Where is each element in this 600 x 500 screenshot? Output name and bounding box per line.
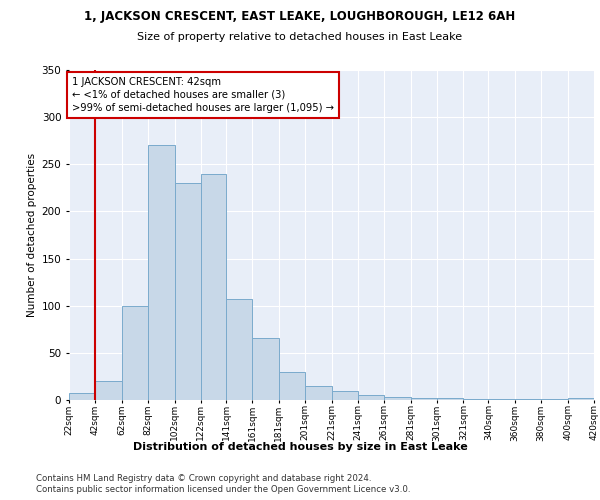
Bar	[515, 399, 541, 400]
Bar	[279, 372, 305, 400]
Bar	[568, 398, 594, 400]
Bar	[463, 399, 488, 400]
Bar	[488, 399, 515, 400]
Bar	[95, 381, 122, 400]
Text: 1 JACKSON CRESCENT: 42sqm
← <1% of detached houses are smaller (3)
>99% of semi-: 1 JACKSON CRESCENT: 42sqm ← <1% of detac…	[71, 76, 334, 113]
Bar	[410, 398, 437, 400]
Y-axis label: Number of detached properties: Number of detached properties	[28, 153, 37, 317]
Bar	[226, 299, 253, 400]
Bar	[384, 397, 410, 400]
Bar	[122, 306, 148, 400]
Bar	[437, 398, 463, 400]
Text: Contains public sector information licensed under the Open Government Licence v3: Contains public sector information licen…	[36, 485, 410, 494]
Bar	[541, 399, 568, 400]
Bar	[148, 146, 175, 400]
Bar	[69, 394, 95, 400]
Text: 1, JACKSON CRESCENT, EAST LEAKE, LOUGHBOROUGH, LE12 6AH: 1, JACKSON CRESCENT, EAST LEAKE, LOUGHBO…	[85, 10, 515, 23]
Bar	[175, 183, 201, 400]
Bar	[332, 390, 358, 400]
Text: Distribution of detached houses by size in East Leake: Distribution of detached houses by size …	[133, 442, 467, 452]
Bar	[358, 396, 384, 400]
Text: Contains HM Land Registry data © Crown copyright and database right 2024.: Contains HM Land Registry data © Crown c…	[36, 474, 371, 483]
Bar	[201, 174, 226, 400]
Bar	[253, 338, 279, 400]
Bar	[305, 386, 332, 400]
Text: Size of property relative to detached houses in East Leake: Size of property relative to detached ho…	[137, 32, 463, 42]
